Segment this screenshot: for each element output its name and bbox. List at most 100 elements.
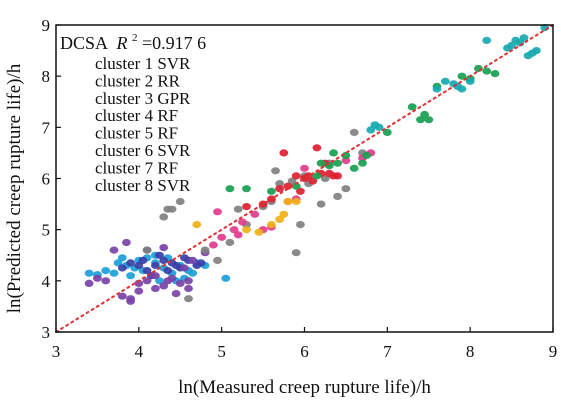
data-point-g8-5: [316, 159, 326, 167]
data-point-g4-22: [333, 192, 342, 200]
data-point-g3-19: [180, 264, 189, 272]
data-point-g2-15: [138, 256, 148, 264]
data-point-g3-3: [117, 292, 127, 300]
data-point-g7-7: [192, 221, 202, 229]
r2-superscript: 2: [132, 32, 138, 44]
data-point-g9-16: [440, 77, 450, 85]
data-points: [84, 24, 550, 305]
x-tick-label-8: 8: [466, 342, 475, 361]
data-point-g4-16: [159, 213, 169, 221]
data-point-g7-8: [291, 197, 301, 206]
data-point-g3-16: [134, 279, 144, 287]
data-point-g1-12: [155, 277, 164, 285]
data-point-g3-6: [142, 277, 152, 285]
legend-entry-1: cluster 1 SVR: [95, 54, 191, 73]
r2-value: =0.917 6: [142, 33, 206, 53]
data-point-g7-6: [283, 197, 293, 206]
data-point-g2-5: [151, 261, 160, 270]
data-point-g7-3: [267, 221, 276, 229]
y-tick-label-3: 3: [42, 323, 51, 342]
data-point-g4-23: [349, 128, 359, 136]
data-point-g6-3: [233, 231, 243, 239]
data-point-g1-3: [101, 267, 111, 275]
data-point-g6-1: [209, 241, 218, 249]
data-point-g5-6: [291, 172, 301, 180]
data-point-g3-1: [84, 279, 94, 287]
data-point-g3-18: [171, 290, 181, 298]
reference-line: [55, 24, 554, 333]
data-point-g2-13: [163, 267, 173, 275]
data-point-g2-6: [159, 256, 169, 264]
data-point-g4-1: [184, 295, 193, 303]
data-point-g2-3: [134, 261, 144, 270]
data-point-g1-24: [188, 269, 198, 277]
data-point-g6-2: [217, 233, 227, 241]
data-point-g3-15: [184, 284, 193, 293]
data-point-g2-4: [142, 267, 152, 275]
y-tick-label-8: 8: [42, 67, 51, 86]
data-point-g8-16: [457, 72, 467, 80]
data-point-g3-10: [175, 279, 185, 287]
data-point-g5-12: [312, 144, 322, 152]
x-tick-label-4: 4: [135, 342, 144, 361]
data-point-g3-17: [151, 272, 160, 280]
data-point-g9-3: [432, 85, 442, 93]
y-tick-label-5: 5: [42, 221, 51, 240]
data-point-g8-19: [490, 70, 500, 78]
data-point-g6-14: [229, 226, 239, 234]
data-point-g3-11: [184, 277, 193, 285]
data-point-g3-22: [126, 295, 135, 303]
data-point-g9-13: [519, 34, 529, 42]
data-point-g6-4: [250, 210, 260, 218]
data-point-g9-15: [370, 121, 380, 129]
data-point-g8-18: [482, 67, 492, 75]
data-point-g8-23: [362, 151, 371, 160]
data-point-g5-5: [283, 182, 293, 190]
data-point-g8-3: [267, 187, 276, 195]
data-point-g1-5: [113, 259, 123, 267]
data-point-g3-12: [109, 246, 119, 254]
legend-entry-5: cluster 5 RF: [95, 124, 178, 143]
data-point-g8-1: [225, 185, 235, 193]
data-point-g7-1: [242, 226, 251, 234]
data-point-g1-25: [117, 254, 127, 262]
data-point-g7-2: [254, 228, 264, 236]
data-point-g4-8: [275, 180, 284, 188]
data-point-g6-10: [341, 157, 351, 165]
data-point-g4-26: [320, 174, 330, 183]
x-tick-label-3: 3: [52, 342, 61, 361]
x-axis-label: ln(Measured creep rupture life)/h: [178, 377, 431, 398]
data-point-g8-21: [420, 110, 429, 119]
x-tick-label-5: 5: [217, 342, 226, 361]
data-point-g1-7: [126, 272, 135, 280]
data-point-g4-3: [213, 256, 222, 264]
data-point-g5-13: [333, 172, 342, 180]
data-point-g8-20: [329, 149, 338, 157]
data-point-g2-17: [171, 261, 181, 270]
r2-annotation: DCSA R 2 =0.917 6: [60, 25, 206, 53]
data-point-g8-12: [407, 103, 417, 111]
data-point-g2-14: [180, 254, 189, 262]
data-point-g8-24: [312, 172, 322, 180]
data-point-g5-1: [242, 203, 251, 211]
data-point-g8-11: [382, 128, 392, 136]
data-point-g4-25: [296, 221, 305, 229]
data-point-g3-23: [163, 277, 173, 285]
data-point-g4-18: [167, 205, 177, 213]
y-tick-label-6: 6: [42, 170, 51, 189]
data-point-g4-19: [175, 197, 185, 206]
data-point-g2-1: [117, 264, 127, 272]
y-tick-label-4: 4: [42, 272, 51, 291]
legend-entry-3: cluster 3 GPR: [95, 89, 191, 108]
data-point-g4-13: [341, 185, 351, 193]
data-point-g2-16: [155, 251, 164, 259]
data-point-g6-13: [213, 208, 222, 216]
data-point-g9-1: [366, 126, 376, 134]
method-label: DCSA: [60, 33, 108, 53]
y-axis-label: ln(Predicted creep rupture life)/h: [4, 63, 25, 313]
legend-entry-6: cluster 6 SVR: [95, 141, 191, 160]
data-point-g3-7: [151, 284, 160, 293]
r2-symbol: R: [116, 33, 128, 53]
